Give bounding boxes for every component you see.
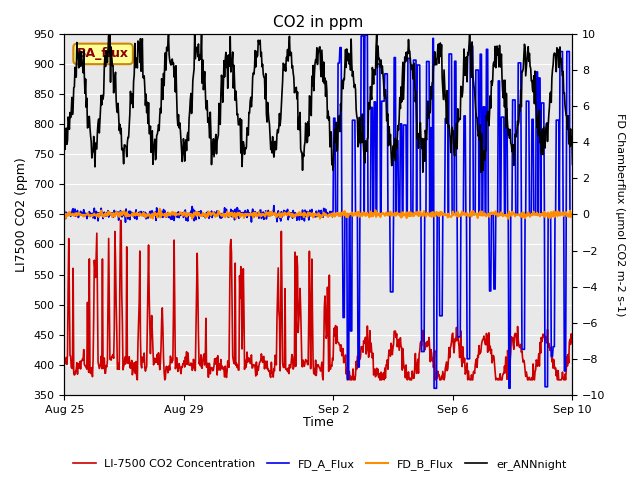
Y-axis label: FD Chamberflux (μmol CO2 m-2 s-1): FD Chamberflux (μmol CO2 m-2 s-1) xyxy=(615,113,625,316)
Legend: LI-7500 CO2 Concentration, FD_A_Flux, FD_B_Flux, er_ANNnight: LI-7500 CO2 Concentration, FD_A_Flux, FD… xyxy=(69,455,571,474)
Title: CO2 in ppm: CO2 in ppm xyxy=(273,15,364,30)
X-axis label: Time: Time xyxy=(303,416,334,429)
Text: BA_flux: BA_flux xyxy=(77,48,129,60)
Y-axis label: LI7500 CO2 (ppm): LI7500 CO2 (ppm) xyxy=(15,157,28,272)
